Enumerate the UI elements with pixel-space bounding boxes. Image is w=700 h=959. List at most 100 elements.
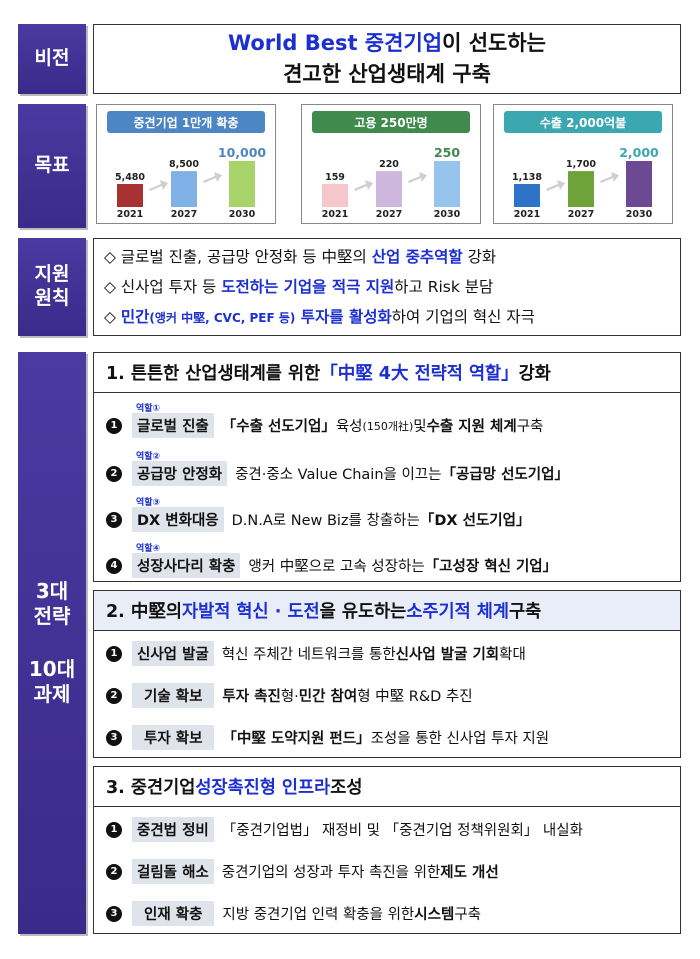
- strategies-label-2: 전략: [33, 604, 71, 628]
- task-text: 중견·중소 Value Chain을 이끄는: [235, 467, 442, 483]
- goal-bar: [514, 184, 540, 207]
- goal-year-label: 2021: [513, 209, 541, 220]
- goal-value-label: 5,480: [115, 172, 145, 183]
- vision-line-1: World Best 중견기업이 선도하는: [228, 28, 546, 59]
- task-text: 「중견기업법」 재정비 및 「중견기업 정책위원회」 내실화: [221, 823, 583, 839]
- task-text: 지방 중견기업 인력 확충을 위한: [222, 907, 415, 923]
- principles-box: ◇ 글로벌 진출, 공급망 안정화 등 中堅의 산업 중추역할 강화 ◇ 신사업…: [93, 238, 681, 336]
- vision-box: World Best 중견기업이 선도하는 견고한 산업생태계 구축: [93, 24, 681, 94]
- task-tag: 성장사다리 확충: [132, 553, 241, 578]
- number-1-icon: 1: [106, 645, 122, 662]
- strategies-label-1: 3대: [35, 579, 69, 603]
- number-3-icon: 3: [106, 729, 122, 746]
- task-tag: DX 변화대응: [132, 507, 224, 532]
- task-text-bold: 「수출 선도기업」: [221, 419, 336, 435]
- goal-bar: [117, 184, 143, 207]
- goal-bar: [229, 161, 255, 207]
- goal-value-label: 250: [434, 145, 460, 160]
- task-text-bold: 「공급망 선도기업」: [441, 467, 569, 483]
- principle-highlight: 투자를 활성화: [295, 307, 392, 326]
- goal-bar-chart: 1,138 1,700 2,000: [512, 145, 659, 207]
- number-2-icon: 2: [106, 687, 122, 704]
- vision-label: 비전: [18, 24, 86, 94]
- task-text-bold: 민간 참여: [298, 689, 358, 705]
- strategy-1-box: 1. 튼튼한 산업생태계를 위한 「中堅 4大 전략적 역할」 강화 역할① 1…: [93, 352, 681, 582]
- task-text-bold: 「DX 선도기업」: [419, 513, 531, 529]
- number-1-icon: 1: [106, 417, 122, 434]
- diamond-bullet-icon: ◇: [104, 247, 116, 266]
- strategy-2-title: 2. 中堅의 자발적 혁신 · 도전 을 유도하는 소주기적 체계 구축: [94, 591, 680, 631]
- task-text: 앵커 中堅으로 고속 성장하는: [248, 559, 425, 575]
- strategy-1-task-1: 1 글로벌 진출 「수출 선도기업」 육성 (150개社) 및 수출 지원 체계 …: [106, 413, 543, 438]
- strategy-2-task-3: 3 투자 확보 「中堅 도약지원 펀드」 조성을 통한 신사업 투자 지원: [106, 725, 549, 750]
- strategy-title-highlight: 「中堅 4大 전략적 역할」: [320, 364, 519, 384]
- goal-title: 수출 2,000억불: [504, 111, 662, 133]
- goal-value-label: 10,000: [218, 145, 267, 160]
- vision-label-text: 비전: [34, 47, 70, 70]
- goal-card-employment: 고용 250만명 159 220 250 2021 2027 2030: [301, 104, 481, 224]
- goal-year-label: 2027: [375, 209, 403, 220]
- goal-year-label: 2021: [321, 209, 349, 220]
- number-4-icon: 4: [106, 557, 122, 574]
- strategy-1-task-2: 2 공급망 안정화 중견·중소 Value Chain을 이끄는 「공급망 선도…: [106, 461, 569, 486]
- number-3-icon: 3: [106, 511, 122, 528]
- principles-label-2: 원칙: [34, 287, 70, 309]
- principle-text: 신사업 투자 등: [120, 277, 222, 296]
- principle-3: ◇ 민간(앵커 中堅, CVC, PEF 등) 투자를 활성화하여 기업의 혁신…: [104, 305, 680, 330]
- strategy-title-highlight: 소주기적 체계: [406, 602, 509, 622]
- principles-label-1: 지원: [34, 263, 70, 286]
- principle-highlight: 산업 중추역할: [371, 247, 463, 266]
- task-tag: 투자 확보: [132, 725, 215, 750]
- diamond-bullet-icon: ◇: [104, 307, 116, 326]
- task-tag: 중견법 정비: [132, 817, 214, 842]
- task-text: 및: [413, 419, 427, 435]
- strategy-3-box: 3. 중견기업 성장촉진형 인프라 조성 1 중견법 정비 「중견기업법」 재정…: [93, 766, 681, 934]
- diamond-bullet-icon: ◇: [104, 277, 116, 296]
- task-text: 중견기업의 성장과 투자 촉진을 위한: [221, 865, 441, 881]
- task-text: 육성: [335, 419, 363, 435]
- number-2-icon: 2: [106, 863, 122, 880]
- task-tag: 기술 확보: [132, 683, 215, 708]
- principle-text: 글로벌 진출, 공급망 안정화 등 中堅의: [120, 247, 372, 266]
- goal-value-label: 1,700: [566, 159, 596, 170]
- task-text-bold: 제도 개선: [440, 865, 499, 881]
- strategy-title-text: 1. 튼튼한 산업생태계를 위한: [106, 364, 321, 384]
- vision-text: 이 선도하는: [442, 31, 547, 55]
- goals-label-text: 목표: [34, 154, 70, 177]
- task-text: D.N.A로 New Biz를 창출하는: [231, 513, 420, 529]
- strategy-2-box: 2. 中堅의 자발적 혁신 · 도전 을 유도하는 소주기적 체계 구축 1 신사…: [93, 590, 681, 758]
- task-text: 조성을 통한 신사업 투자 지원: [370, 731, 550, 747]
- growth-arrow-icon: [600, 172, 619, 183]
- goal-card-exports: 수출 2,000억불 1,138 1,700 2,000 2021 2027 2030: [493, 104, 673, 224]
- strategy-title-text: 3. 중견기업: [106, 778, 196, 798]
- task-text: 형·: [280, 689, 299, 705]
- role-label: 역할②: [136, 452, 161, 462]
- task-tag: 걸림돌 해소: [132, 859, 214, 884]
- goal-year-label: 2030: [625, 209, 653, 220]
- principle-highlight: 민간: [120, 307, 150, 326]
- number-2-icon: 2: [106, 465, 122, 482]
- task-tag: 공급망 안정화: [132, 461, 228, 486]
- strategies-label: 3대 전략 10대 과제: [18, 352, 86, 934]
- role-label: 역할④: [136, 544, 161, 554]
- goal-bar-chart: 5,480 8,500 10,000: [115, 145, 267, 207]
- task-text: 구축: [454, 907, 481, 923]
- task-text: 혁신 주체간 네트워크를 통한: [221, 647, 396, 663]
- strategy-2-task-1: 1 신사업 발굴 혁신 주체간 네트워크를 통한 신사업 발굴 기회 확대: [106, 641, 526, 666]
- goal-year-label: 2030: [433, 209, 461, 220]
- strategy-1-task-4: 4 성장사다리 확충 앵커 中堅으로 고속 성장하는 「고성장 혁신 기업」: [106, 553, 557, 578]
- task-tag: 글로벌 진출: [132, 413, 214, 438]
- strategy-title-text: 조성: [330, 778, 363, 798]
- strategies-label-4: 과제: [33, 682, 71, 706]
- task-tag: 신사업 발굴: [132, 641, 214, 666]
- goal-card-companies: 중견기업 1만개 확충 5,480 8,500 10,000 2021 2027 2030: [96, 104, 276, 224]
- task-text-bold: 「中堅 도약지원 펀드」: [222, 731, 371, 747]
- task-text-small: (150개社): [362, 419, 414, 433]
- number-1-icon: 1: [106, 821, 122, 838]
- principle-text: 강화: [462, 247, 497, 266]
- goal-year-label: 2027: [170, 209, 198, 220]
- strategy-1-task-3: 3 DX 변화대응 D.N.A로 New Biz를 창출하는 「DX 선도기업」: [106, 507, 530, 532]
- goal-bar-chart: 159 220 250: [322, 145, 460, 207]
- goal-bar: [568, 171, 594, 207]
- goal-bar: [322, 184, 348, 207]
